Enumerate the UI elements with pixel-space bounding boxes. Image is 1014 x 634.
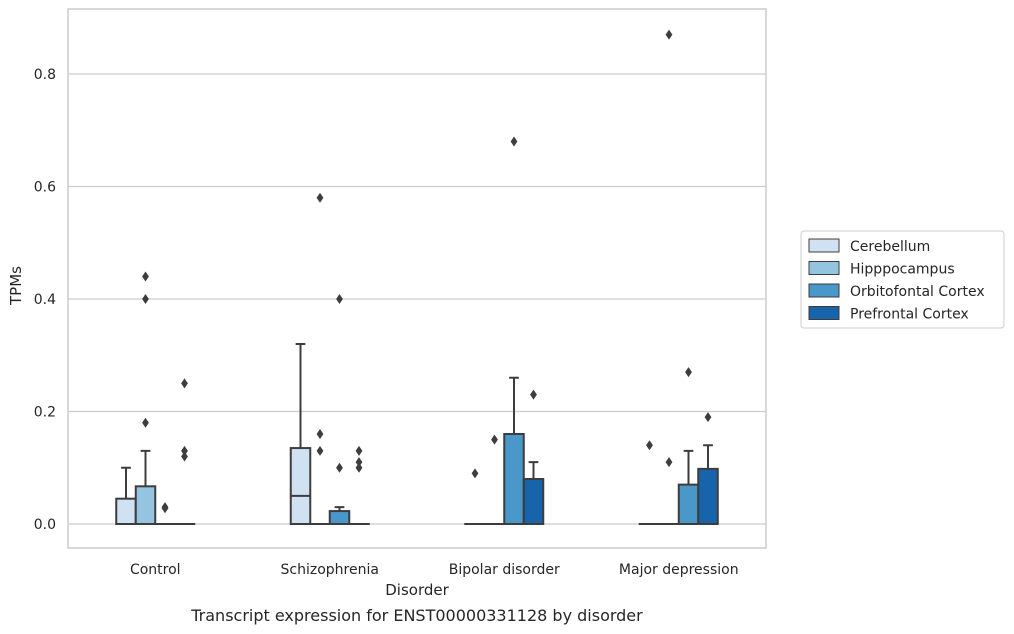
y-tick-label: 0.8: [34, 67, 56, 83]
y-tick-label: 0.6: [34, 180, 56, 196]
outlier-point: [530, 389, 537, 400]
legend-swatch: [808, 261, 840, 275]
outlier-point: [181, 378, 188, 389]
outlier-point: [316, 429, 324, 439]
box: [115, 497, 137, 525]
outlier-point: [142, 271, 149, 282]
outlier-point: [336, 462, 343, 473]
outlier-point: [142, 417, 149, 428]
outlier-point: [316, 192, 324, 203]
outlier-point: [355, 445, 363, 456]
x-axis-label: Disorder: [385, 581, 449, 599]
legend-label: Orbitofontal Cortex: [850, 284, 985, 300]
legend-swatch: [808, 306, 840, 320]
outlier-point: [336, 294, 343, 304]
box: [503, 433, 525, 525]
outlier-point: [704, 412, 712, 423]
y-tick-label: 0.0: [34, 517, 56, 533]
outlier-point: [142, 294, 149, 304]
outlier-point: [355, 457, 363, 468]
legend-swatch: [808, 238, 840, 253]
x-tick-label: Control: [130, 562, 181, 578]
outlier-point: [646, 440, 653, 451]
outlier-point: [355, 462, 363, 473]
y-axis-label: TPMs: [7, 266, 25, 306]
box: [134, 485, 157, 525]
outlier-point: [491, 434, 498, 445]
x-tick-label: Schizophrenia: [281, 562, 379, 578]
y-tick-label: 0.2: [34, 405, 56, 421]
outlier-point: [181, 451, 188, 462]
plot-frame: [67, 8, 767, 549]
box: [697, 467, 719, 525]
outlier-point: [161, 503, 169, 514]
box: [328, 510, 351, 525]
legend-box: [800, 230, 1005, 329]
box: [522, 478, 545, 525]
outlier-point: [181, 445, 188, 456]
y-tick-label: 0.4: [34, 292, 56, 308]
outlier-point: [685, 367, 692, 378]
outlier-point: [665, 457, 673, 468]
figure-caption: Transcript expression for ENST0000033112…: [191, 606, 643, 625]
x-tick-label: Major depression: [619, 562, 739, 578]
legend-label: Cerebellum: [850, 239, 930, 255]
outlier-point: [316, 445, 324, 456]
x-tick-label: Bipolar disorder: [449, 562, 560, 578]
box: [677, 483, 700, 525]
outlier-point: [665, 29, 673, 40]
legend-label: Hipppocampus: [850, 262, 955, 278]
box: [289, 447, 312, 525]
outlier-point: [471, 468, 479, 479]
legend-swatch: [808, 283, 840, 298]
legend-label: Prefrontal Cortex: [850, 307, 969, 323]
outlier-point: [510, 136, 518, 147]
